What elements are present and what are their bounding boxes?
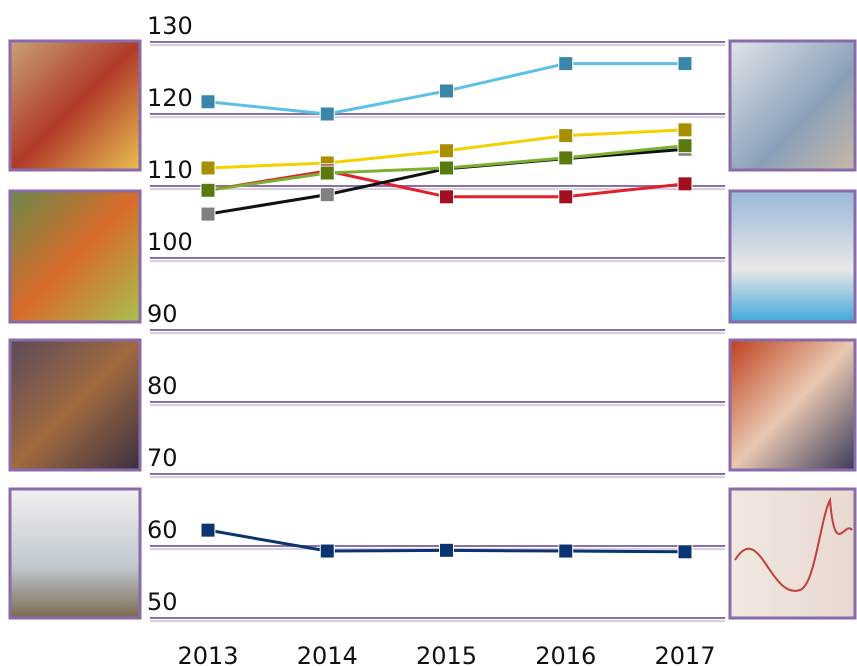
marker	[677, 138, 693, 154]
photo	[8, 487, 142, 620]
marker	[439, 83, 454, 99]
photo-detail	[734, 496, 853, 592]
marker	[439, 160, 454, 176]
marker	[558, 543, 574, 559]
y-tick-label: 90	[147, 300, 178, 328]
photo	[8, 338, 142, 472]
marker	[319, 187, 335, 203]
marker	[677, 176, 693, 192]
y-tick-label: 70	[147, 444, 178, 472]
y-tick-label: 130	[147, 12, 193, 40]
photo	[728, 487, 857, 620]
y-tick-label: 60	[147, 516, 178, 544]
x-tick-label: 2016	[535, 642, 596, 666]
marker	[200, 182, 216, 198]
marker	[558, 189, 574, 205]
photos	[8, 39, 857, 620]
marker	[677, 122, 693, 138]
marker	[439, 542, 454, 558]
marker	[319, 106, 335, 122]
y-tick-label: 80	[147, 372, 178, 400]
marker	[677, 544, 693, 560]
marker	[319, 543, 335, 559]
marker	[439, 189, 454, 205]
photo	[8, 39, 142, 172]
marker	[677, 56, 693, 72]
marker	[558, 56, 574, 72]
photo	[728, 189, 857, 324]
marker	[200, 94, 216, 110]
series-line	[207, 147, 686, 216]
y-tick-label: 50	[147, 588, 178, 616]
lines	[200, 56, 693, 560]
marker	[200, 160, 216, 176]
photo	[728, 39, 857, 172]
marker	[200, 206, 216, 222]
x-tick-label: 2013	[177, 642, 238, 666]
x-tick-label: 2014	[297, 642, 358, 666]
marker	[319, 165, 335, 181]
marker	[439, 143, 454, 159]
photo	[728, 338, 857, 472]
x-tick-label: 2015	[416, 642, 477, 666]
grid: 50 60 70 80 90 100 110 120 130	[147, 12, 725, 622]
y-tick-label: 100	[147, 228, 193, 256]
y-tick-label: 110	[147, 156, 193, 184]
x-tick-label: 2017	[654, 642, 715, 666]
marker	[200, 522, 216, 538]
y-tick-label: 120	[147, 84, 193, 112]
marker	[558, 150, 574, 166]
marker	[558, 128, 574, 144]
photo	[8, 189, 142, 324]
